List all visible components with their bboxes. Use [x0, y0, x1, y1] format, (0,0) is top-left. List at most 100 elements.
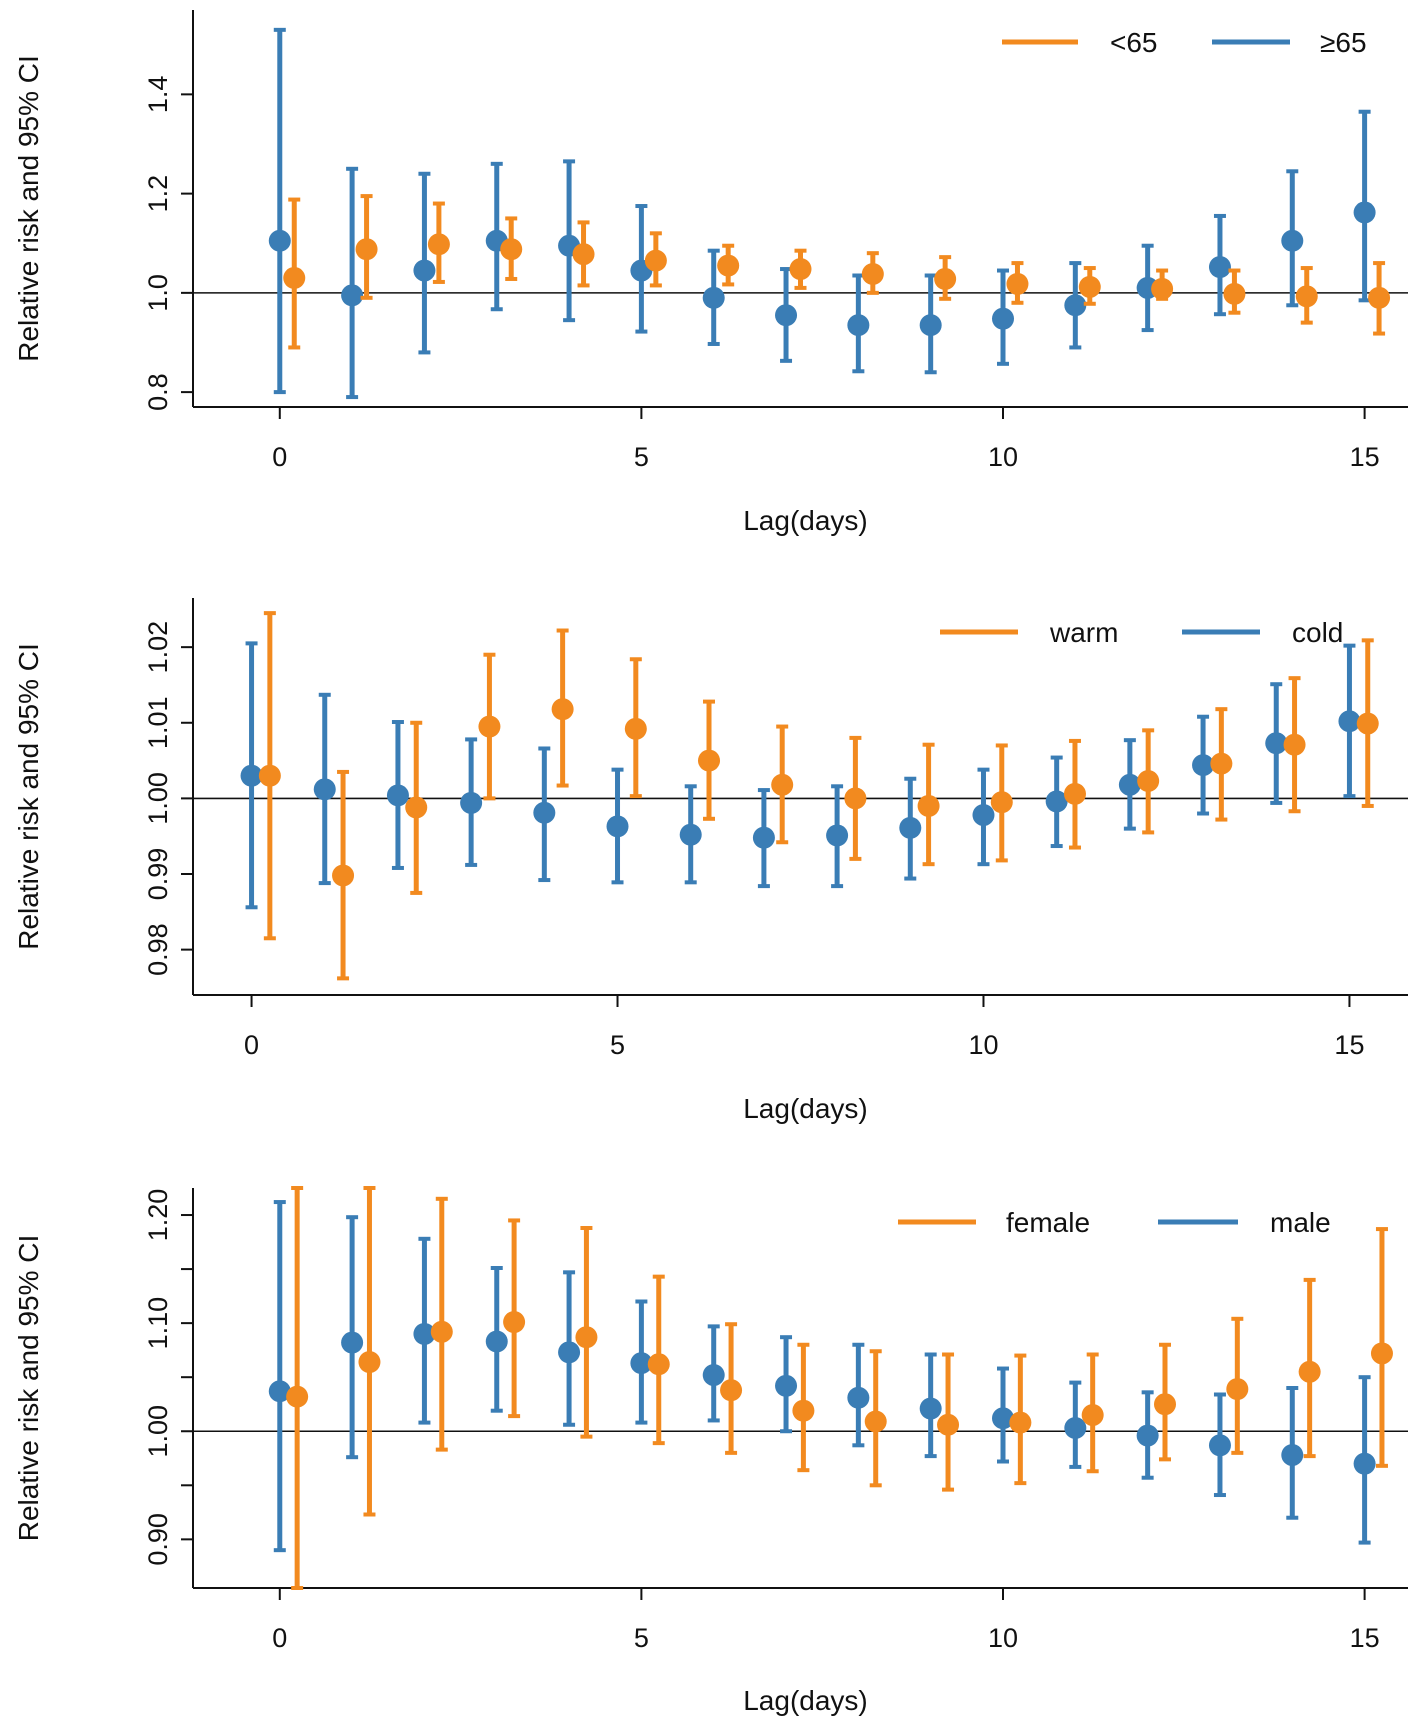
- estimate-point-orange: [405, 796, 428, 819]
- y-tick-label: 0.8: [143, 373, 173, 411]
- estimate-point-orange: [1078, 275, 1101, 298]
- legend-label: female: [1006, 1207, 1090, 1238]
- y-tick-label: 0.98: [143, 923, 173, 976]
- estimate-point-orange: [917, 794, 940, 817]
- estimate-point-orange: [1063, 782, 1086, 805]
- y-tick-label: 1.2: [143, 175, 173, 213]
- y-tick-label: 1.02: [143, 621, 173, 674]
- estimate-point-orange: [861, 263, 884, 286]
- estimate-point-blue: [606, 815, 629, 838]
- y-tick-label: 1.20: [143, 1189, 173, 1242]
- x-tick-label: 0: [272, 1623, 287, 1653]
- y-tick-label: 1.10: [143, 1297, 173, 1350]
- estimate-point-orange: [844, 787, 867, 810]
- estimate-point-orange: [1226, 1378, 1249, 1401]
- estimate-point-blue: [413, 1322, 436, 1345]
- legend-label: cold: [1292, 617, 1343, 648]
- estimate-point-orange: [934, 267, 957, 290]
- estimate-point-orange: [427, 233, 450, 256]
- estimate-point-blue: [1208, 1434, 1231, 1457]
- estimate-point-blue: [341, 1331, 364, 1354]
- legend-label: <65: [1110, 27, 1158, 58]
- x-tick-label: 10: [988, 1623, 1018, 1653]
- x-tick-label: 15: [1350, 442, 1380, 472]
- estimate-point-orange: [864, 1410, 887, 1433]
- estimate-point-blue: [386, 784, 409, 807]
- estimate-point-blue: [1281, 1444, 1304, 1467]
- y-tick-label: 0.99: [143, 848, 173, 901]
- estimate-point-orange: [1081, 1404, 1104, 1427]
- estimate-point-blue: [1338, 710, 1361, 733]
- estimate-point-orange: [624, 717, 647, 740]
- y-axis-title: Relative risk and 95% CI: [13, 643, 44, 950]
- estimate-point-blue: [679, 823, 702, 846]
- estimate-point-blue: [847, 1386, 870, 1409]
- estimate-point-orange: [937, 1413, 960, 1436]
- chart-panel-3: 0.90 1.00 1.10 1.20 0 5 10 15 Lag(days) Relative …: [13, 1186, 1408, 1716]
- estimate-point-orange: [990, 791, 1013, 814]
- estimate-point-orange: [283, 266, 306, 289]
- x-tick-label: 5: [634, 1623, 649, 1653]
- estimate-point-orange: [792, 1399, 815, 1422]
- estimate-point-blue: [702, 286, 725, 309]
- estimate-point-orange: [1154, 1393, 1176, 1416]
- estimate-point-blue: [630, 1352, 653, 1375]
- estimate-point-orange: [355, 238, 378, 261]
- estimate-point-blue: [919, 314, 942, 337]
- estimate-point-blue: [268, 1380, 291, 1403]
- estimate-point-orange: [1356, 712, 1379, 735]
- estimate-point-blue: [460, 791, 483, 814]
- estimate-point-blue: [1118, 773, 1141, 796]
- estimate-point-blue: [1064, 1417, 1087, 1439]
- estimate-point-blue: [1281, 229, 1304, 252]
- estimate-point-orange: [1370, 1342, 1393, 1365]
- estimate-point-orange: [551, 698, 574, 721]
- legend-label: warm: [1049, 617, 1118, 648]
- estimate-point-blue: [702, 1364, 725, 1387]
- estimate-point-orange: [647, 1353, 670, 1376]
- estimate-point-blue: [240, 764, 263, 787]
- estimate-point-blue: [485, 1330, 508, 1353]
- y-tick-label: 1.01: [143, 696, 173, 749]
- estimate-point-orange: [1223, 282, 1246, 305]
- y-tick-label: 1.00: [143, 772, 173, 825]
- x-tick-label: 15: [1350, 1623, 1380, 1653]
- y-axis-title: Relative risk and 95% CI: [13, 55, 44, 362]
- estimate-point-orange: [575, 1326, 598, 1349]
- estimate-point-blue: [919, 1397, 942, 1420]
- x-tick-label: 10: [988, 442, 1018, 472]
- estimate-point-orange: [771, 773, 794, 796]
- estimate-point-blue: [1265, 732, 1288, 755]
- legend-label: ≥65: [1320, 27, 1367, 58]
- y-tick-label: 1.4: [143, 76, 173, 114]
- estimate-point-blue: [558, 1341, 581, 1364]
- estimate-point-blue: [1353, 201, 1376, 224]
- estimate-point-orange: [1298, 1360, 1321, 1383]
- x-axis-title: Lag(days): [743, 1093, 868, 1124]
- estimate-point-orange: [500, 238, 523, 261]
- estimate-point-orange: [503, 1311, 526, 1334]
- estimate-point-orange: [720, 1379, 743, 1402]
- x-tick-label: 0: [272, 442, 287, 472]
- estimate-point-blue: [413, 259, 436, 282]
- estimate-point-orange: [698, 749, 721, 772]
- estimate-point-blue: [341, 284, 364, 307]
- estimate-point-orange: [478, 715, 501, 738]
- estimate-point-orange: [1009, 1411, 1032, 1434]
- estimate-point-orange: [358, 1351, 381, 1374]
- estimate-point-blue: [992, 1407, 1014, 1430]
- estimate-point-orange: [572, 243, 595, 266]
- chart-panel-1: 0.8 1.0 1.2 1.4 0 5 10 15 Lag(days) Relative risk…: [13, 10, 1408, 536]
- estimate-point-blue: [1192, 754, 1215, 777]
- y-tick-label: 0.90: [143, 1513, 173, 1566]
- estimate-point-orange: [1210, 752, 1233, 775]
- estimate-point-blue: [1353, 1452, 1376, 1475]
- y-tick-label: 1.00: [143, 1405, 173, 1458]
- estimate-point-orange: [1006, 272, 1029, 295]
- x-tick-label: 0: [244, 1030, 259, 1060]
- estimate-point-orange: [258, 764, 281, 787]
- x-tick-label: 15: [1334, 1030, 1364, 1060]
- estimate-point-orange: [1283, 733, 1306, 756]
- estimate-point-blue: [1208, 256, 1231, 279]
